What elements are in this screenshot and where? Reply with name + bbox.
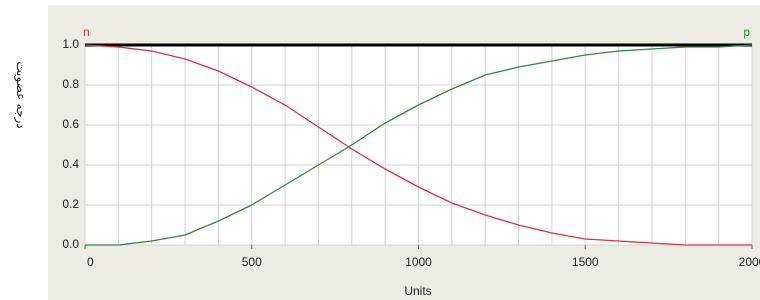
x-tick-label: 1500 — [572, 255, 599, 269]
y-axis-label: درجه عضویت — [14, 61, 28, 128]
x-tick-label: 1000 — [405, 255, 432, 269]
y-tick-label: 1.0 — [62, 37, 79, 51]
x-tick-label: 0 — [87, 255, 94, 269]
x-axis-label: Units — [404, 284, 431, 298]
x-tick-label: 500 — [242, 255, 262, 269]
y-tick-label: 0.2 — [62, 197, 79, 211]
y-tick-label: 0.8 — [62, 77, 79, 91]
x-tick-label: 2000 — [739, 255, 760, 269]
y-tick-label: 0.0 — [62, 237, 79, 251]
y-tick-label: 0.4 — [62, 157, 79, 171]
legend-label: n — [83, 25, 90, 39]
y-tick-label: 0.6 — [62, 117, 79, 131]
legend-label: p — [743, 25, 750, 39]
chart: درجه عضویت Units 0.0 0.2 0.4 0.6 0.8 1.0 0 500 1… — [0, 0, 760, 300]
page: درجه عضویت Units 0.0 0.2 0.4 0.6 0.8 1.0 0 500 1… — [0, 0, 760, 300]
